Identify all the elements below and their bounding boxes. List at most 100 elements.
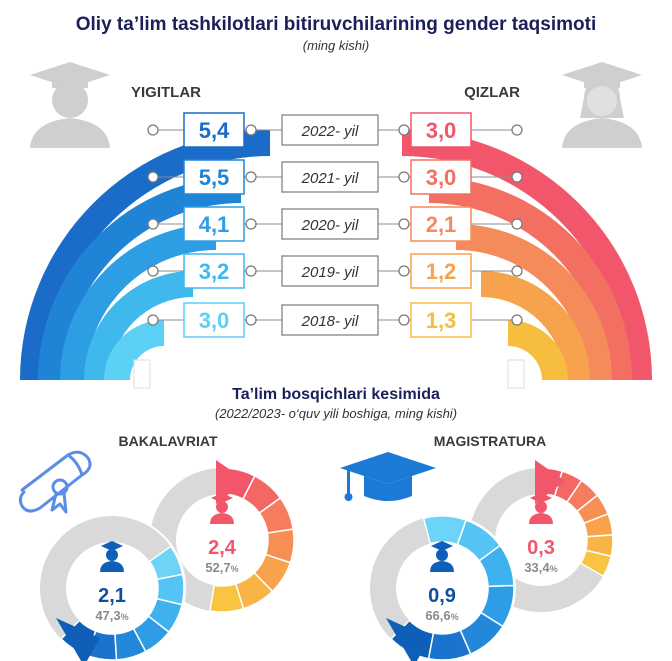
row-dot-2-3 <box>511 218 523 230</box>
female-percent-sign-1: % <box>550 564 558 574</box>
female-arc-1 <box>429 177 632 380</box>
male-value-3: 3,2 <box>199 259 230 284</box>
female-arc-3 <box>481 271 590 380</box>
year-label-2: 2020- yil <box>301 217 359 234</box>
female-donut-seg-1-6 <box>579 549 613 578</box>
male-arc-1 <box>38 177 241 380</box>
female-value-2: 2,1 <box>426 212 457 237</box>
row-dot-4-3 <box>511 314 523 326</box>
female-value-box-3 <box>410 253 472 289</box>
female-value-box-2 <box>410 206 472 242</box>
male-percent-sign-1: % <box>451 612 459 622</box>
female-value-1: 3,0 <box>426 165 457 190</box>
year-box-0 <box>281 114 379 146</box>
male-donut-seg-1-2 <box>459 611 504 656</box>
magistratura-label: MAGISTRATURA <box>434 433 547 449</box>
female-graduate-icon <box>562 62 642 148</box>
row-dot-3-0 <box>147 265 159 277</box>
mortarboard-icon <box>340 452 436 501</box>
male-donut-seg-1-5 <box>456 519 502 562</box>
male-arcs <box>20 130 270 380</box>
year-box-1 <box>281 161 379 193</box>
male-graduate-icon-0 <box>100 541 124 572</box>
male-arrowhead-1 <box>386 618 430 661</box>
row-dot-2-1 <box>245 218 257 230</box>
female-value-1: 0,3 <box>527 537 555 559</box>
female-value-box-4 <box>410 302 472 338</box>
male-value-1: 0,9 <box>428 585 456 607</box>
female-percent-sign-0: % <box>231 564 239 574</box>
year-box-4 <box>281 304 379 336</box>
male-percent-0: 47,3% <box>95 608 128 623</box>
bakalavriat-label: BAKALAVRIAT <box>118 433 217 449</box>
year-label-4: 2018- yil <box>301 313 359 330</box>
male-donut-seg-0-3 <box>132 615 171 653</box>
male-arc-4 <box>104 320 164 380</box>
year-label-1: 2021- yil <box>301 170 359 187</box>
male-value-box-0 <box>183 112 245 148</box>
year-label-3: 2019- yil <box>301 264 359 281</box>
magistratura-donut: 0,966,6% 0,333,4% <box>368 460 614 661</box>
female-value-4: 1,3 <box>426 308 457 333</box>
row-dot-1-2 <box>398 171 410 183</box>
male-donut-seg-1-3 <box>479 584 515 628</box>
year-rows: 5,4 2022- yil 3,0 5,5 2021- yil 3,0 4,1 2020- y… <box>147 112 523 338</box>
year-box-2 <box>281 208 379 240</box>
male-value-box-2 <box>183 206 245 242</box>
male-donut-seg-0-4 <box>147 597 183 634</box>
row-dot-2-2 <box>398 218 410 230</box>
row-dot-0-2 <box>398 124 410 136</box>
row-dot-3-1 <box>245 265 257 277</box>
male-percent-sign-0: % <box>121 612 129 622</box>
section-subtitle: (2022/2023- o‘quv yili boshiga, ming kis… <box>215 406 457 421</box>
male-donut-seg-0-2 <box>114 627 147 661</box>
male-value-box-4 <box>183 302 245 338</box>
male-value-0: 2,1 <box>98 585 126 607</box>
male-graduate-icon-1 <box>430 541 454 572</box>
female-arc-4 <box>508 320 568 380</box>
year-box-3 <box>281 255 379 287</box>
male-percent-1: 66,6% <box>425 608 458 623</box>
male-value-1: 5,5 <box>199 165 230 190</box>
yigitlar-label: YIGITLAR <box>131 84 201 101</box>
row-dot-0-1 <box>245 124 257 136</box>
male-value-2: 4,1 <box>199 212 230 237</box>
female-graduate-icon-0 <box>210 493 234 524</box>
female-donut-seg-0-6 <box>208 582 245 613</box>
male-donut-seg-1-1 <box>427 629 472 661</box>
female-graduate-icon-1 <box>529 493 553 524</box>
row-dot-1-1 <box>245 171 257 183</box>
row-dot-3-3 <box>511 265 523 277</box>
male-value-4: 3,0 <box>199 308 230 333</box>
male-donut-seg-1-6 <box>422 515 467 546</box>
row-dot-3-2 <box>398 265 410 277</box>
row-dot-0-0 <box>147 124 159 136</box>
row-dot-4-2 <box>398 314 410 326</box>
female-percent-1: 33,4% <box>524 560 557 575</box>
row-dot-2-0 <box>147 218 159 230</box>
male-donut-seg-0-5 <box>155 573 185 606</box>
section-title: Ta’lim bosqichlari kesimida <box>232 386 440 403</box>
page-subtitle: (ming kishi) <box>303 38 369 53</box>
row-dot-1-3 <box>511 171 523 183</box>
female-value-0: 3,0 <box>426 118 457 143</box>
female-value-3: 1,2 <box>426 259 457 284</box>
bakalavriat-donut: 2,147,3% 2,452,7% <box>38 460 295 661</box>
female-value-0: 2,4 <box>208 537 237 559</box>
page-title: Oliy ta’lim tashkilotlari bitiruvchilari… <box>76 14 597 35</box>
left-arc-tab <box>133 359 151 389</box>
female-percent-0: 52,7% <box>205 560 238 575</box>
male-value-box-3 <box>183 253 245 289</box>
female-value-box-1 <box>410 159 472 195</box>
female-value-box-0 <box>410 112 472 148</box>
male-value-box-1 <box>183 159 245 195</box>
row-dot-0-3 <box>511 124 523 136</box>
right-arc-tab <box>507 359 525 389</box>
year-label-0: 2022- yil <box>301 123 359 140</box>
male-donut-seg-1-4 <box>478 544 515 588</box>
male-donut-seg-0-6 <box>148 545 184 581</box>
row-dot-4-0 <box>147 314 159 326</box>
female-arrowhead-1 <box>535 460 565 504</box>
qizlar-label: QIZLAR <box>464 84 520 101</box>
